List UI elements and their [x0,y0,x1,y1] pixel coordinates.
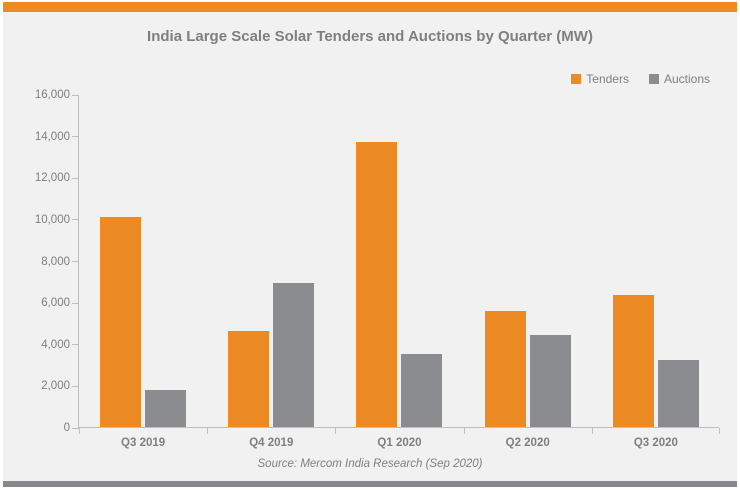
legend-swatch-auctions [648,74,659,84]
tenders-bar-q2-2020 [484,310,526,427]
x-axis-tick [79,428,80,434]
legend: Tenders Auctions [571,72,710,86]
auctions-bar-q3-2019 [145,389,187,427]
x-axis-label: Q3 2020 [633,437,678,449]
tenders-bar-q3-2020 [612,294,654,427]
bottom-accent-bar [3,481,737,487]
bar-group-q4-2019 [207,94,335,427]
x-axis-tick [207,428,209,434]
y-axis-tick [72,344,79,346]
tenders-bar-q3-2019 [100,216,142,427]
legend-label: Tenders [586,72,629,86]
top-accent-bar [3,2,737,12]
chart-background: India Large Scale Solar Tenders and Auct… [3,12,737,481]
x-axis-label: Q1 2020 [377,437,422,449]
y-axis-tick-label: 14,000 [34,130,70,143]
x-axis-tick [591,428,593,434]
y-axis-tick [72,427,79,429]
y-axis-tick-label: 2,000 [41,380,70,393]
legend-label: Auctions [663,72,710,86]
y-axis-tick [72,94,79,96]
x-axis-tick [463,428,465,434]
bar-group-q1-2020 [335,94,463,427]
auctions-bar-q2-2020 [529,335,571,427]
tenders-bar-q4-2019 [228,331,270,427]
legend-swatch-tenders [571,74,582,84]
y-axis-tick-label: 4,000 [41,338,70,351]
legend-item-auctions: Auctions [648,72,710,86]
y-axis-tick [72,302,79,304]
bar-group-q3-2019 [79,94,207,427]
x-axis-tick [719,428,720,434]
x-axis-label: Q2 2020 [505,437,550,449]
y-axis-tick [72,261,79,262]
tenders-bar-q1-2020 [356,141,398,427]
y-axis-tick [72,177,79,179]
plot-area: 16,000 14,000 12,000 10,000 8,000 6,000 4,000 2… [35,89,720,449]
bar-group-q3-2020 [592,94,720,427]
y-axis-tick [72,219,79,221]
y-axis-tick-label: 12,000 [34,172,70,185]
x-axis-label: Q4 2019 [249,437,294,449]
y-axis-tick-label: 8,000 [41,255,70,268]
source-note: Source: Mercom India Research (Sep 2020) [257,458,483,470]
auctions-bar-q3-2020 [657,360,699,427]
auctions-bar-q1-2020 [401,354,443,427]
auctions-bar-q4-2019 [273,283,315,427]
y-axis-tick [72,385,79,387]
y-axis-tick [72,136,79,138]
y-axis-tick-label: 6,000 [41,297,70,310]
x-axis-tick [335,428,337,434]
chart-title: India Large Scale Solar Tenders and Auct… [147,28,593,45]
y-axis-tick-label: 16,000 [34,89,70,101]
y-axis-tick-label: 0 [63,422,70,434]
x-axis-label: Q3 2019 [121,437,166,449]
legend-item-tenders: Tenders [571,72,629,86]
y-axis-tick-label: 10,000 [34,213,70,226]
bar-group-q2-2020 [464,94,592,427]
